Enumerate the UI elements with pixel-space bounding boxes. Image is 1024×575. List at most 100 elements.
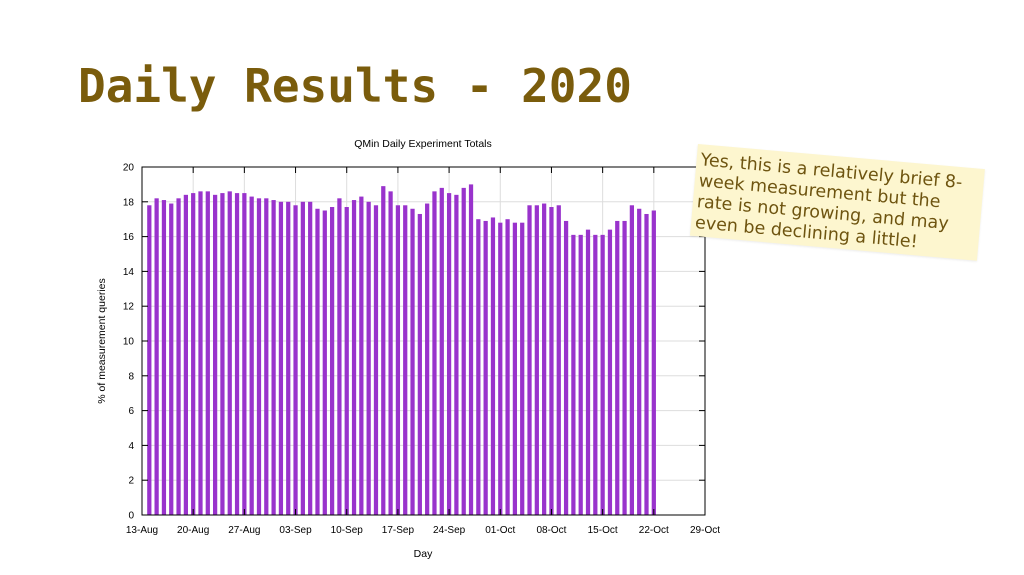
bar [461,187,466,515]
x-tick-label: 17-Sep [382,525,415,536]
bar [205,191,210,516]
bar [249,196,254,515]
y-tick-label: 12 [123,302,135,313]
y-axis-label: % of measurement queries [96,278,108,403]
bar [622,220,627,515]
chart-title: QMin Daily Experiment Totals [354,138,492,150]
x-tick-label: 13-Aug [126,525,158,536]
bar [373,205,379,515]
x-tick-label: 01-Oct [485,525,515,536]
bar [520,222,525,515]
bar [585,229,591,515]
y-tick-label: 10 [123,337,135,348]
bar [468,184,474,515]
bar [403,205,408,515]
bar [476,219,481,515]
bar [505,219,510,515]
bar [227,191,232,516]
grid-layer [141,166,706,516]
bar [629,205,635,515]
bar [571,234,576,516]
x-tick-label: 29-Oct [690,525,720,536]
bar [607,229,613,515]
bar [527,205,532,515]
bar [439,187,444,515]
bar [315,208,320,515]
x-tick-label: 27-Aug [228,525,260,536]
x-tick-label: 22-Oct [639,525,669,536]
y-tick-label: 14 [123,267,135,278]
bar [322,210,327,515]
bar [256,198,262,515]
bar [329,207,335,515]
bar [600,234,605,516]
y-tick-label: 20 [123,163,135,174]
bar [308,201,313,516]
bar [483,220,488,515]
y-tick-label: 6 [128,406,134,417]
bar [359,196,364,515]
y-tick-label: 8 [128,371,134,382]
bar [351,200,357,515]
bar [234,193,240,515]
bar [264,198,269,515]
bar [220,193,225,515]
bar [344,207,349,515]
bar [490,217,496,515]
bar [337,198,342,515]
y-tick-label: 16 [123,232,135,243]
x-tick-label: 10-Sep [331,525,364,536]
bar [410,208,415,515]
x-axis-label: Day [414,548,433,560]
bar [293,205,298,515]
bar [563,220,569,515]
y-tick-label: 4 [128,441,134,452]
bar [395,205,401,515]
x-tick-label: 20-Aug [177,525,209,536]
bar [366,201,371,516]
bar [512,222,518,515]
bar [615,220,620,515]
bar [212,194,218,515]
bars-layer [147,184,656,516]
bar [637,208,642,515]
bar [286,201,291,516]
ticks-layer: 0 2 4 6 8 10 12 14 16 18 20 13-Aug 20-Aug 27-Aug 03-Se… [123,163,720,537]
bar [498,222,503,515]
y-tick-label: 2 [128,476,134,487]
bar [169,203,174,516]
bar [198,191,203,516]
bar [446,193,452,515]
bar [578,234,583,516]
bar [593,234,598,516]
x-tick-label: 08-Oct [536,525,566,536]
bar [278,201,284,516]
bar [417,213,422,516]
y-tick-label: 0 [128,511,134,522]
bar [242,193,247,515]
bar [154,198,159,515]
slide-title: Daily Results - 2020 [78,59,632,113]
bar [381,186,386,515]
bar [651,210,656,515]
bar [271,200,276,515]
bar [388,191,393,516]
bar [556,205,561,515]
bar [454,194,459,515]
bar [644,213,649,516]
bar [191,193,196,515]
bar [183,194,188,515]
bar [176,198,181,515]
bar [549,207,554,515]
bar [161,200,167,515]
bar [300,201,305,516]
x-tick-label: 15-Oct [588,525,618,536]
y-tick-label: 18 [123,197,135,208]
bar [147,205,152,515]
x-tick-label: 03-Sep [279,525,312,536]
bar [542,203,547,516]
x-tick-label: 24-Sep [433,525,466,536]
bar [534,205,539,515]
